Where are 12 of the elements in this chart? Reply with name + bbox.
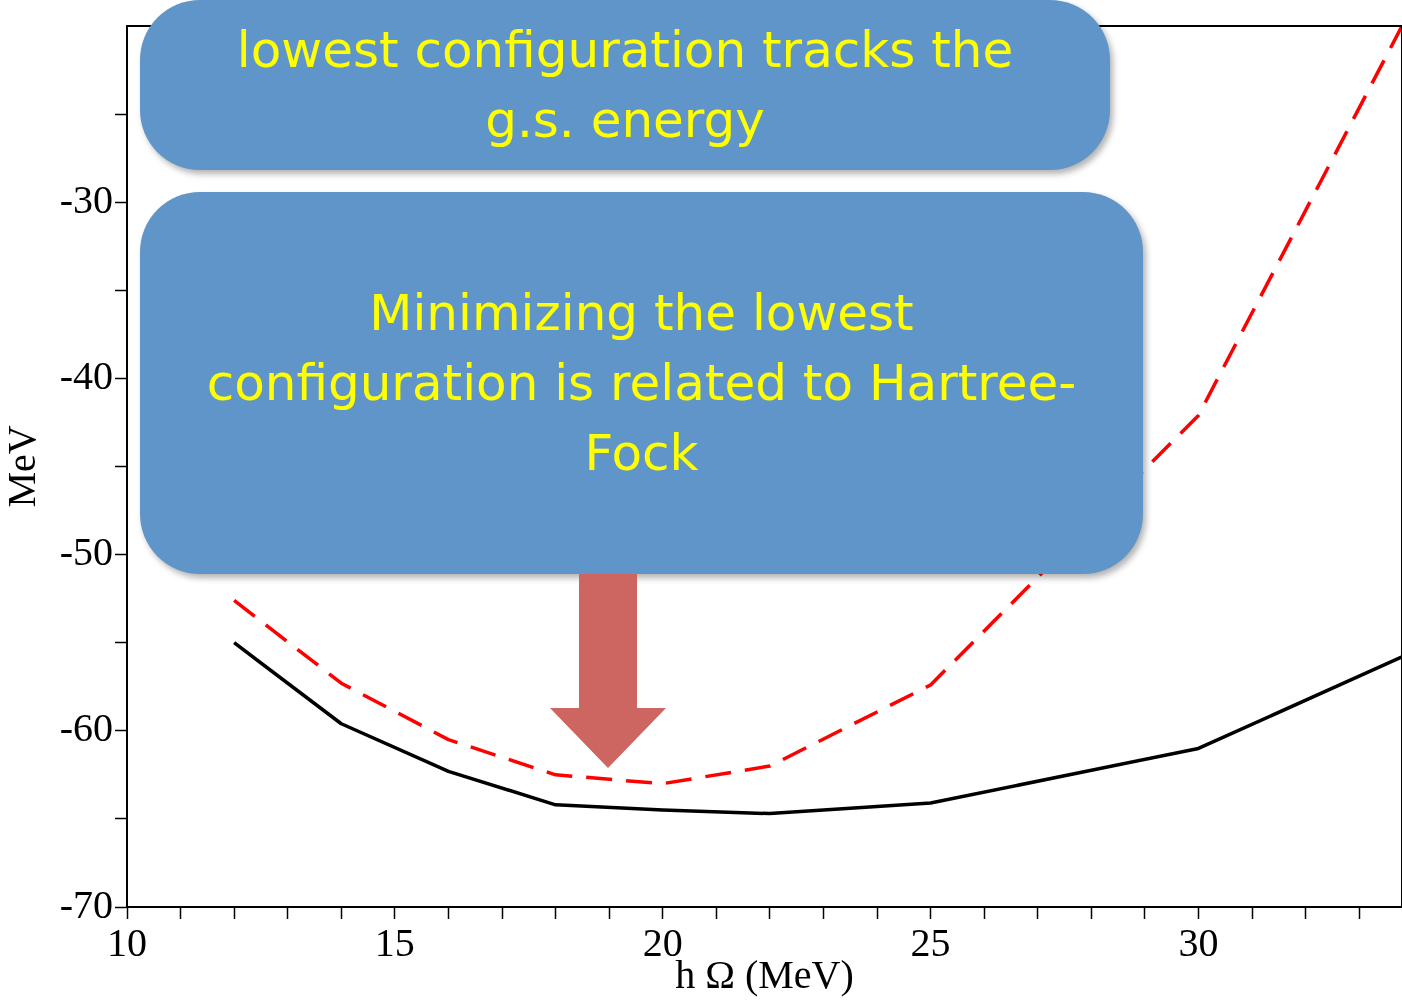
y-tick-label: -60	[59, 705, 113, 751]
x-tick-label: 30	[1178, 919, 1219, 965]
annotation: lowest configuration tracks the g.s. energy	[235, 20, 1015, 151]
y-tick-label: -50	[59, 529, 113, 575]
x-tick-label: 15	[374, 919, 415, 965]
x-tick-label: 25	[910, 919, 951, 965]
annotation: Minimizing the lowest configuration is related to Hartree-Fock	[205, 283, 1078, 484]
speech-bubble: Minimizing the lowest configuration is related to Hartree-Fock	[140, 192, 1143, 574]
speech-bubble: lowest configuration tracks the g.s. energy	[140, 0, 1110, 170]
y-tick-label: -30	[59, 176, 113, 222]
y-axis-title: MeV	[0, 425, 44, 508]
y-tick-label: -40	[59, 352, 113, 398]
